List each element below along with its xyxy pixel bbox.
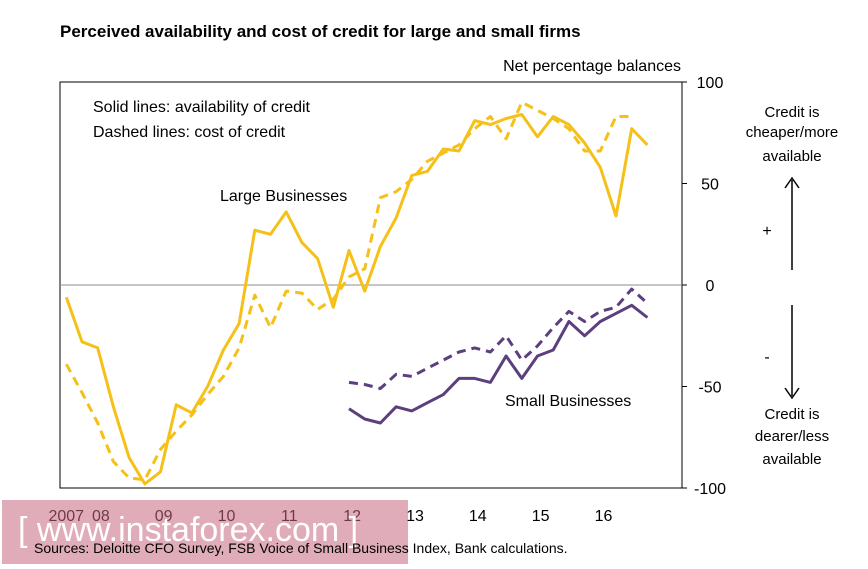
source-note: Sources: Deloitte CFO Survey, FSB Voice … (34, 540, 568, 556)
series-line-1 (64, 113, 649, 486)
y-tick-label: -100 (694, 481, 726, 498)
y-tick-label: 100 (697, 75, 724, 92)
legend-dashed-note: Dashed lines: cost of credit (93, 124, 286, 141)
series-line-2 (64, 100, 632, 482)
x-tick-label: 16 (595, 508, 613, 525)
large-businesses-label: Large Businesses (220, 188, 347, 205)
right-top-line-1: Credit is (764, 104, 819, 121)
right-bottom-line-2: dearer/less (755, 428, 829, 445)
right-bottom-line-1: Credit is (764, 406, 819, 423)
y-tick-label: 0 (706, 278, 715, 295)
minus-sign: - (764, 349, 769, 366)
x-tick-label: 13 (406, 508, 424, 525)
watermark-band (2, 500, 408, 564)
watermark-text: [ www.instaforex.com ] (18, 511, 358, 549)
y-tick-label: 50 (701, 177, 719, 194)
chart-title: Perceived availability and cost of credi… (60, 22, 581, 41)
series-layer (64, 100, 649, 486)
plus-sign: + (762, 223, 771, 240)
legend-solid-note: Solid lines: availability of credit (93, 99, 311, 116)
small-businesses-label: Small Businesses (505, 393, 631, 410)
right-bottom-line-3: available (762, 451, 821, 468)
down-arrow-icon (784, 305, 800, 400)
right-top-line-2: cheaper/more (746, 124, 839, 141)
series-line-3 (348, 303, 649, 425)
y-axis-label: Net percentage balances (503, 58, 681, 75)
y-tick-label: -50 (698, 380, 721, 397)
x-tick-label: 15 (532, 508, 550, 525)
x-tick-label: 14 (469, 508, 487, 525)
right-top-line-3: available (762, 148, 821, 165)
y-axis: 100 50 0 -50 -100 (682, 75, 726, 498)
series-line-4 (348, 287, 649, 390)
up-arrow-icon (784, 176, 800, 270)
